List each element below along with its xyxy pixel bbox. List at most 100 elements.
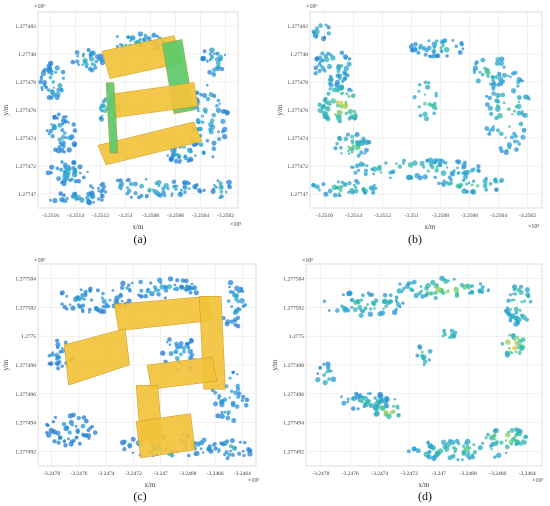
vegetation-point bbox=[193, 452, 198, 456]
vegetation-point bbox=[206, 446, 212, 452]
vegetation-point bbox=[115, 178, 120, 183]
vegetation-point bbox=[173, 184, 176, 187]
vegetation-point bbox=[347, 94, 351, 98]
vegetation-point bbox=[347, 116, 352, 121]
vegetation-point bbox=[485, 69, 491, 76]
vegetation-point bbox=[445, 441, 451, 448]
vegetation-point bbox=[242, 453, 246, 458]
vegetation-point bbox=[342, 70, 347, 75]
vegetation-point bbox=[100, 194, 103, 197]
vegetation-point bbox=[234, 293, 239, 298]
vegetation-point bbox=[185, 287, 190, 292]
vegetation-point bbox=[485, 102, 490, 107]
vegetation-point bbox=[428, 161, 434, 167]
x-tick-label: -3.2476 bbox=[342, 471, 359, 477]
vegetation-point bbox=[518, 290, 524, 295]
vegetation-point bbox=[87, 436, 91, 440]
vegetation-point bbox=[495, 92, 501, 99]
vegetation-point bbox=[76, 178, 81, 184]
vegetation-point bbox=[389, 411, 393, 415]
vegetation-point bbox=[59, 167, 64, 172]
vegetation-point bbox=[81, 432, 86, 437]
vegetation-point bbox=[73, 179, 78, 184]
vegetation-point bbox=[55, 362, 60, 366]
vegetation-point bbox=[55, 342, 61, 348]
vegetation-point bbox=[513, 139, 518, 144]
vegetation-point bbox=[445, 54, 449, 58]
x-tick-labels-b: -3.2516 -3.2514 -3.2512 -3.251 -3.2508 -3.250… bbox=[316, 213, 536, 219]
vegetation-point bbox=[66, 147, 72, 153]
vegetation-point bbox=[147, 187, 152, 193]
vegetation-point bbox=[231, 290, 235, 295]
x-tick-label: -3.2476 bbox=[70, 471, 87, 477]
x-tick-label: -3.2514 bbox=[67, 213, 84, 219]
vegetation-point bbox=[412, 95, 417, 100]
vegetation-point bbox=[70, 423, 74, 427]
vegetation-point bbox=[426, 169, 430, 173]
vegetation-point bbox=[52, 115, 57, 119]
x-tick-label: -3.251 bbox=[118, 213, 132, 219]
vegetation-point bbox=[443, 278, 449, 284]
vegetation-point bbox=[147, 36, 152, 41]
vegetation-point bbox=[322, 380, 328, 386]
x-tick-label: -3.2478 bbox=[312, 471, 329, 477]
vegetation-point bbox=[342, 77, 347, 82]
vegetation-point bbox=[231, 418, 237, 423]
vegetation-point bbox=[478, 70, 482, 74]
vegetation-point bbox=[237, 451, 242, 456]
vegetation-point bbox=[82, 52, 85, 56]
vegetation-point bbox=[487, 105, 493, 111]
vegetation-point bbox=[219, 190, 224, 194]
vegetation-point bbox=[62, 173, 68, 179]
vegetation-point bbox=[230, 305, 234, 308]
vegetation-point bbox=[373, 298, 379, 303]
vegetation-point bbox=[51, 80, 56, 84]
vegetation-point bbox=[366, 303, 369, 307]
vegetation-point bbox=[386, 413, 392, 420]
vegetation-point bbox=[490, 126, 496, 132]
vegetation-point bbox=[157, 289, 161, 292]
vegetation-point bbox=[166, 187, 170, 191]
vegetation-point bbox=[512, 292, 515, 296]
vegetation-point bbox=[513, 306, 519, 312]
vegetation-point bbox=[325, 106, 331, 112]
vegetation-point bbox=[55, 338, 60, 343]
vegetation-point bbox=[183, 146, 187, 149]
vegetation-point bbox=[354, 134, 357, 137]
vegetation-point bbox=[230, 400, 236, 406]
vegetation-point bbox=[74, 50, 80, 55]
vegetation-point bbox=[67, 164, 71, 168]
vegetation-point bbox=[442, 331, 446, 335]
vegetation-point bbox=[353, 188, 359, 194]
vegetation-point bbox=[226, 299, 231, 303]
vegetation-point bbox=[90, 194, 96, 200]
vegetation-point bbox=[441, 439, 447, 445]
vegetation-point bbox=[86, 428, 91, 433]
vegetation-point bbox=[231, 370, 235, 375]
vegetation-point bbox=[389, 293, 393, 298]
vegetation-point bbox=[71, 412, 76, 418]
vegetation-point bbox=[433, 296, 438, 300]
vegetation-point bbox=[462, 165, 467, 170]
vegetation-point bbox=[56, 176, 62, 182]
vegetation-point bbox=[61, 76, 65, 80]
vegetation-point bbox=[236, 373, 239, 376]
vegetation-point bbox=[187, 156, 194, 162]
vegetation-point bbox=[401, 158, 406, 163]
vegetation-point bbox=[170, 192, 174, 195]
vegetation-point bbox=[437, 181, 441, 186]
vegetation-point bbox=[355, 180, 360, 185]
vegetation-point bbox=[510, 88, 517, 94]
vegetation-point bbox=[205, 139, 210, 143]
x-tick-label: -3.2508 bbox=[142, 213, 159, 219]
vegetation-point bbox=[181, 146, 184, 149]
vegetation-point bbox=[151, 32, 157, 38]
vegetation-point bbox=[417, 344, 422, 349]
vegetation-point bbox=[358, 313, 364, 318]
vegetation-point bbox=[356, 168, 361, 172]
vegetation-point bbox=[330, 376, 337, 383]
vegetation-point bbox=[346, 132, 350, 137]
vegetation-point bbox=[163, 183, 169, 189]
vegetation-point bbox=[317, 107, 323, 114]
vegetation-point bbox=[516, 110, 522, 116]
